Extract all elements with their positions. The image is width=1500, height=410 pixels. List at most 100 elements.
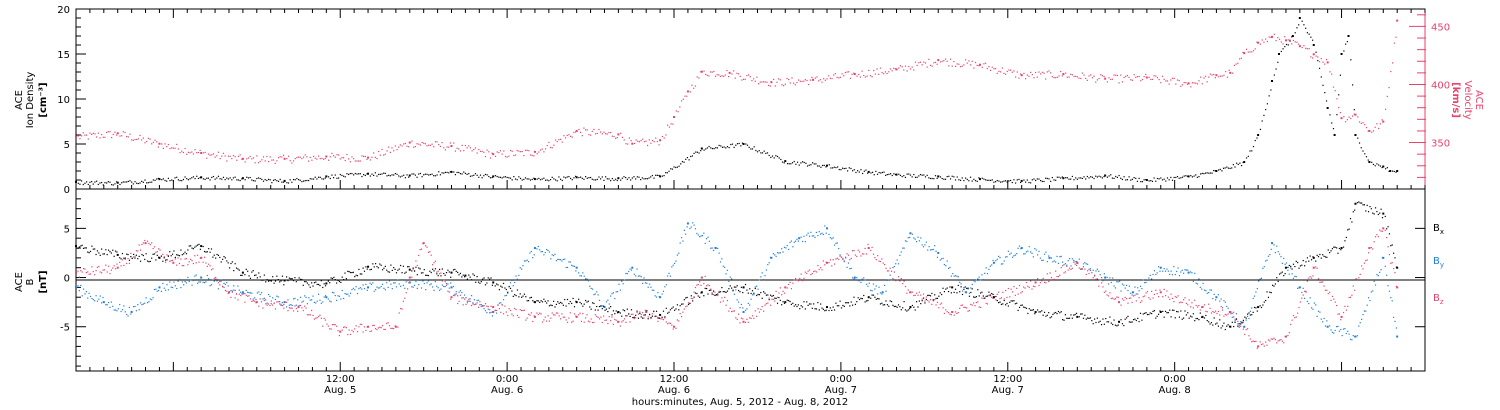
- data-point: [942, 287, 944, 289]
- data-point: [351, 289, 353, 291]
- data-point: [304, 180, 306, 182]
- data-point: [818, 165, 820, 167]
- data-point: [515, 275, 517, 277]
- data-point: [141, 243, 143, 246]
- data-point: [598, 318, 601, 320]
- data-point: [988, 179, 990, 181]
- data-point: [137, 304, 139, 306]
- data-point: [533, 301, 535, 303]
- data-point: [700, 276, 703, 279]
- x-tick-time-label: 12:00: [660, 374, 689, 385]
- data-point: [1284, 266, 1287, 269]
- data-point: [1049, 272, 1051, 274]
- data-point: [1132, 295, 1135, 297]
- data-point: [600, 316, 602, 318]
- data-point: [914, 176, 917, 178]
- data-point: [733, 146, 735, 148]
- data-point: [398, 146, 400, 148]
- data-point: [738, 142, 740, 145]
- data-point: [448, 287, 450, 289]
- data-point: [133, 253, 135, 256]
- data-point: [88, 273, 90, 275]
- data-point: [459, 150, 462, 152]
- data-point: [1093, 177, 1095, 180]
- data-point: [336, 325, 338, 327]
- data-point: [153, 288, 156, 291]
- data-point: [796, 238, 798, 241]
- data-point: [281, 181, 283, 183]
- data-point: [1353, 109, 1355, 111]
- data-point: [1323, 285, 1325, 287]
- data-point: [166, 146, 168, 148]
- data-point: [240, 274, 242, 276]
- data-point: [877, 293, 879, 295]
- data-point: [630, 269, 633, 271]
- data-point: [814, 270, 816, 272]
- data-point: [580, 320, 583, 322]
- data-point: [596, 291, 598, 293]
- data-point: [1253, 306, 1256, 309]
- data-point: [380, 285, 382, 288]
- data-point: [274, 308, 277, 310]
- data-point: [1210, 312, 1213, 314]
- data-point: [418, 267, 420, 269]
- data-point: [78, 276, 80, 278]
- data-point: [438, 143, 440, 146]
- data-point: [1225, 70, 1227, 73]
- data-point: [1312, 57, 1314, 59]
- data-point: [829, 77, 831, 79]
- data-point: [1063, 319, 1065, 321]
- data-point: [119, 261, 121, 263]
- data-point: [529, 252, 531, 254]
- data-point: [663, 175, 665, 177]
- data-point: [1393, 170, 1395, 173]
- data-point: [205, 262, 207, 264]
- data-point: [1085, 77, 1087, 80]
- data-point: [1131, 79, 1134, 81]
- data-point: [1385, 168, 1387, 170]
- data-point: [678, 309, 680, 311]
- data-point: [1121, 323, 1124, 325]
- data-point: [116, 132, 119, 135]
- data-point: [217, 282, 220, 284]
- data-point: [366, 173, 368, 175]
- data-point: [889, 267, 891, 269]
- data-point: [993, 181, 995, 183]
- data-point: [1329, 291, 1331, 293]
- data-point: [120, 258, 122, 260]
- data-point: [1238, 325, 1240, 327]
- data-point: [886, 304, 888, 306]
- data-point: [381, 148, 383, 151]
- data-point: [433, 270, 435, 272]
- data-point: [126, 253, 128, 255]
- data-point: [708, 75, 710, 77]
- data-point: [836, 257, 838, 259]
- data-point: [269, 295, 271, 297]
- data-point: [1138, 290, 1140, 292]
- data-point: [726, 269, 729, 271]
- data-point: [114, 250, 117, 252]
- data-point: [1344, 240, 1346, 242]
- data-point: [412, 268, 414, 270]
- data-point: [96, 136, 98, 138]
- data-point: [846, 71, 848, 73]
- data-point: [129, 133, 131, 135]
- data-point: [783, 292, 786, 294]
- data-point: [585, 317, 587, 319]
- data-point: [1333, 332, 1335, 334]
- data-point: [338, 334, 341, 337]
- data-point: [1198, 175, 1200, 178]
- data-point: [981, 274, 983, 276]
- data-point: [222, 176, 225, 178]
- data-point: [347, 293, 349, 295]
- data-point: [1156, 77, 1159, 79]
- x-tick-date-label: Aug. 6: [491, 385, 523, 396]
- top-left-tick-label: 15: [57, 50, 70, 61]
- data-point: [632, 313, 634, 315]
- data-point: [1299, 265, 1302, 267]
- data-point: [1027, 312, 1029, 315]
- data-point: [341, 289, 343, 292]
- data-point: [1086, 79, 1088, 81]
- data-point: [194, 255, 196, 257]
- data-point: [775, 255, 777, 257]
